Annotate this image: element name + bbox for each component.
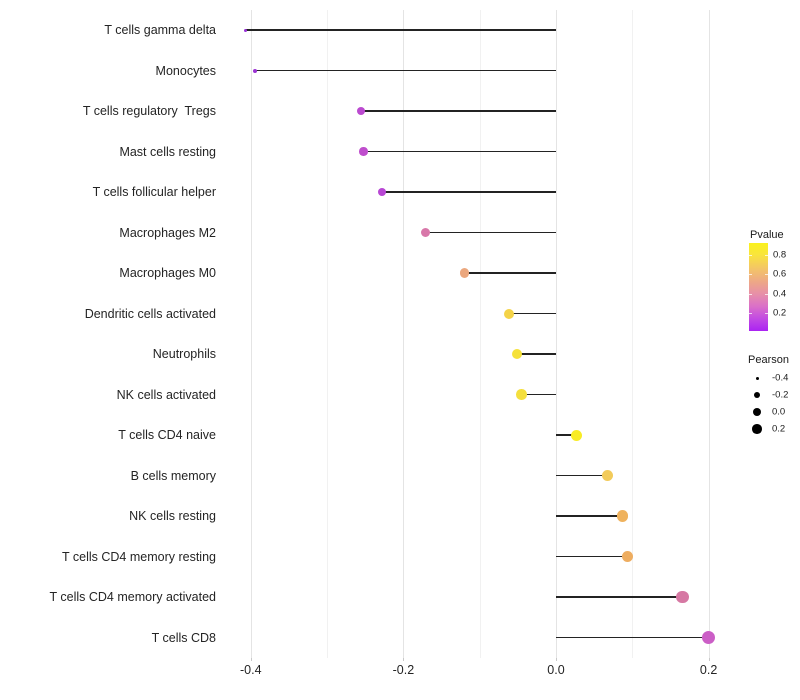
pearson-legend-dot xyxy=(752,424,762,434)
pearson-legend-label: 0.2 xyxy=(772,423,786,435)
pearson-legend-label: -0.4 xyxy=(772,372,789,384)
lollipop-dot xyxy=(621,550,634,563)
lollipop-dot xyxy=(359,147,368,156)
lollipop-stem xyxy=(517,353,556,355)
pvalue-tick-mark xyxy=(765,293,768,295)
y-axis-label: T cells CD4 memory activated xyxy=(49,590,217,604)
lollipop-dot xyxy=(512,349,523,359)
lollipop-stem xyxy=(254,69,556,72)
lollipop-dot xyxy=(616,510,629,522)
lollipop-stem xyxy=(556,636,709,639)
y-axis-label: T cells CD4 naive xyxy=(118,428,216,442)
lollipop-dot xyxy=(702,631,716,644)
lollipop-stem xyxy=(245,29,556,31)
lollipop-stem xyxy=(425,231,556,234)
lollipop-stem xyxy=(521,393,556,396)
gridline-major xyxy=(556,10,557,658)
lollipop-dot xyxy=(252,68,257,73)
y-axis-label: NK cells resting xyxy=(129,509,216,523)
x-tick-label: 0.0 xyxy=(547,663,565,677)
lollipop-dot xyxy=(421,228,431,237)
lollipop-stem xyxy=(464,272,556,274)
x-tick-label: -0.4 xyxy=(240,663,262,677)
pvalue-tick-label: 0.8 xyxy=(773,249,787,260)
y-axis-label: Macrophages M0 xyxy=(119,266,216,280)
x-tick-label: -0.2 xyxy=(392,663,415,677)
gridline-minor xyxy=(632,10,634,658)
y-axis-label: Macrophages M2 xyxy=(119,225,216,240)
x-tick-mark xyxy=(556,658,557,661)
x-tick-mark xyxy=(250,658,252,661)
y-axis-label: NK cells activated xyxy=(116,387,216,402)
lollipop-stem xyxy=(556,555,628,558)
pearson-legend-label: 0.0 xyxy=(772,406,786,418)
y-axis-label: T cells follicular helper xyxy=(92,185,216,199)
lollipop-stem xyxy=(556,474,608,477)
y-axis-label: B cells memory xyxy=(130,468,216,483)
pvalue-tick-label: 0.2 xyxy=(773,307,787,319)
lollipop-dot xyxy=(676,590,689,604)
lollipop-dot xyxy=(459,268,470,278)
lollipop-stem xyxy=(363,150,556,153)
pvalue-tick-mark xyxy=(749,274,752,276)
gridline-major xyxy=(250,10,252,658)
pvalue-tick-mark xyxy=(749,293,752,295)
lollipop-stem xyxy=(360,110,556,112)
pvalue-tick-mark xyxy=(765,313,768,315)
y-axis-label: Neutrophils xyxy=(152,347,216,361)
pvalue-gradient-bar xyxy=(749,243,768,331)
lollipop-stem xyxy=(382,191,556,193)
pearson-legend-dot xyxy=(755,376,759,380)
lollipop-stem xyxy=(508,312,556,315)
pvalue-tick-label: 0.4 xyxy=(773,288,787,300)
gridline-major xyxy=(403,10,405,658)
lollipop-dot xyxy=(516,389,527,400)
lollipop-dot xyxy=(356,107,365,115)
pearson-legend-label: -0.2 xyxy=(772,389,789,401)
y-axis-label: Monocytes xyxy=(155,63,216,78)
lollipop-dot xyxy=(503,308,514,319)
gridline-minor xyxy=(327,10,329,658)
pvalue-legend-title: Pvalue xyxy=(750,229,784,241)
x-tick-label: 0.2 xyxy=(699,663,718,677)
lollipop-dot xyxy=(571,429,583,441)
lollipop-dot xyxy=(602,470,614,481)
pvalue-tick-mark xyxy=(749,313,752,315)
pvalue-tick-mark xyxy=(749,254,752,256)
pvalue-tick-mark xyxy=(765,274,768,276)
x-tick-mark xyxy=(708,658,710,661)
lollipop-dot xyxy=(378,188,387,196)
y-axis-label: Dendritic cells activated xyxy=(84,306,216,321)
lollipop-stem xyxy=(556,434,577,436)
gridline-major xyxy=(708,10,710,658)
y-axis-label: T cells CD8 xyxy=(151,630,216,645)
lollipop-dot xyxy=(243,28,247,32)
pvalue-tick-mark xyxy=(765,254,768,256)
gridline-minor xyxy=(479,10,481,658)
y-axis-label: T cells CD4 memory resting xyxy=(62,549,216,564)
x-tick-mark xyxy=(403,658,405,661)
lollipop-stem xyxy=(556,515,623,517)
pvalue-tick-label: 0.6 xyxy=(773,268,787,280)
pearson-legend-dot xyxy=(753,408,761,416)
lollipop-stem xyxy=(556,596,683,598)
y-axis-label: T cells regulatory Tregs xyxy=(82,104,216,118)
y-axis-label: T cells gamma delta xyxy=(104,23,216,37)
y-axis-label: Mast cells resting xyxy=(119,144,216,159)
pearson-legend-title: Pearson xyxy=(748,354,789,366)
pearson-legend-dot xyxy=(753,391,761,399)
